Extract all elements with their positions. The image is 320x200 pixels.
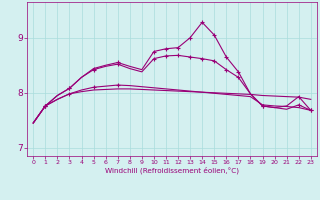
- X-axis label: Windchill (Refroidissement éolien,°C): Windchill (Refroidissement éolien,°C): [105, 167, 239, 174]
